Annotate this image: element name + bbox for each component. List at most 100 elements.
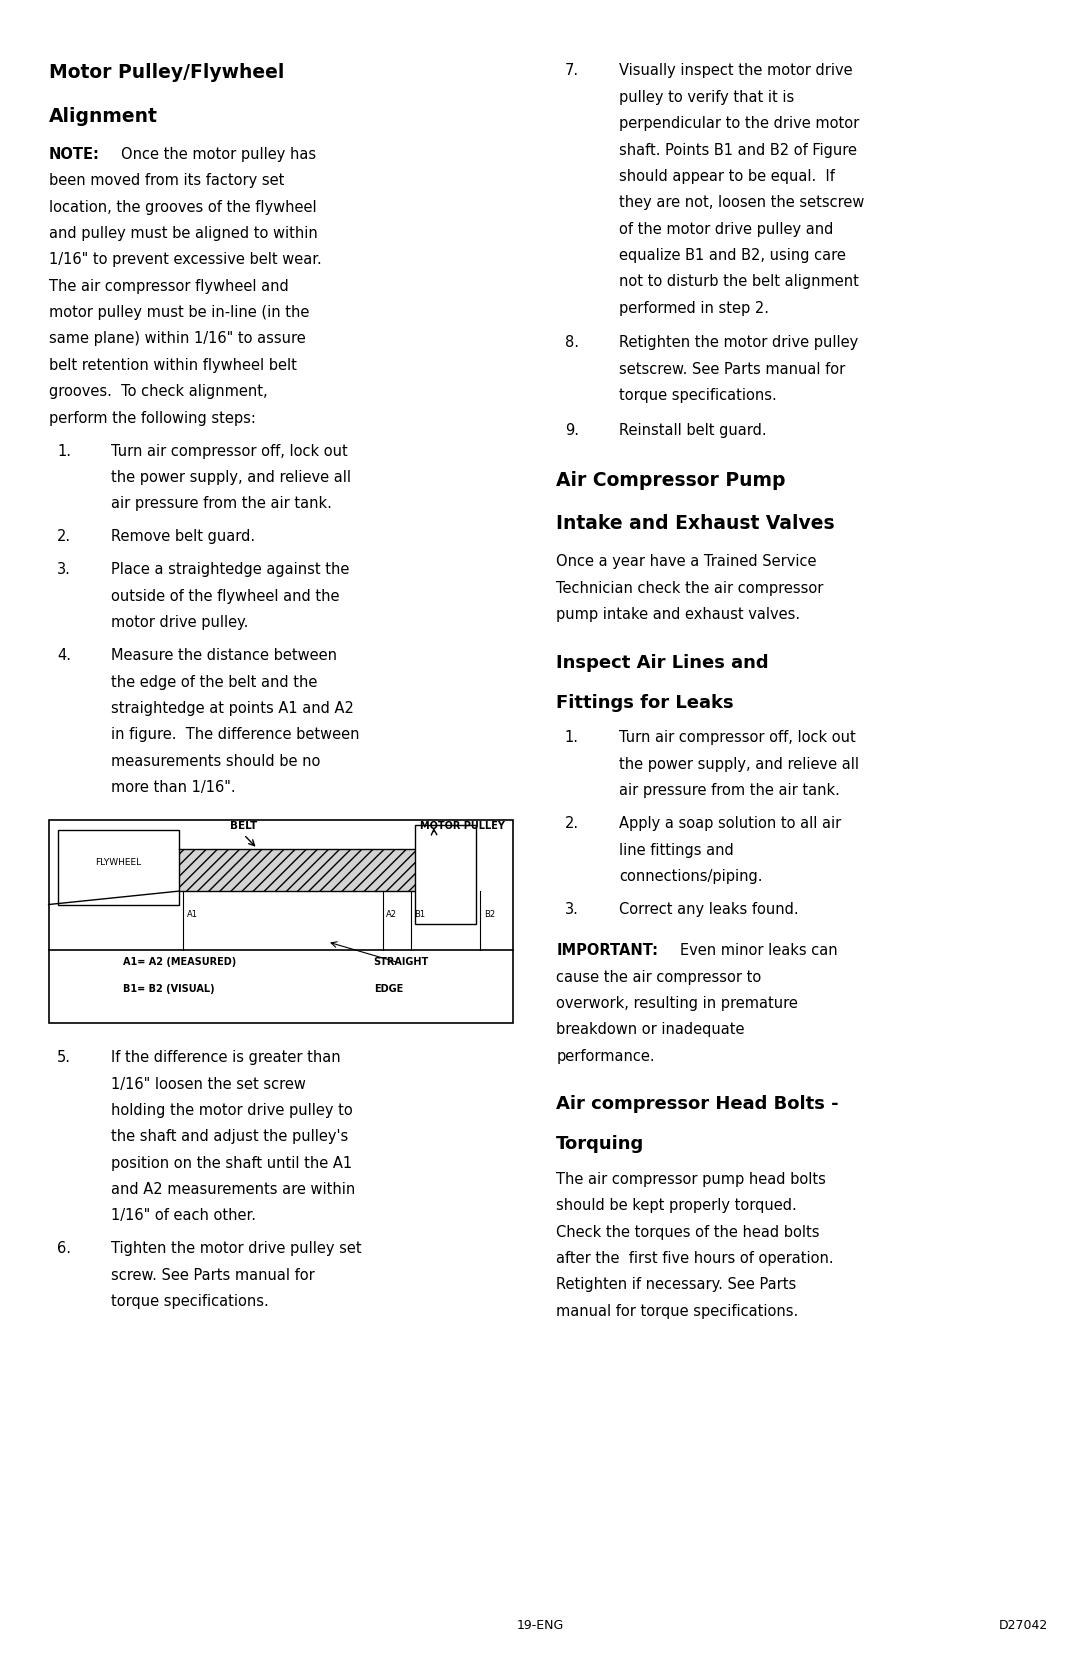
Text: setscrew. See Parts manual for: setscrew. See Parts manual for	[619, 362, 845, 377]
Text: The air compressor flywheel and: The air compressor flywheel and	[49, 279, 288, 294]
Text: of the motor drive pulley and: of the motor drive pulley and	[619, 222, 833, 237]
Text: FLYWHEEL: FLYWHEEL	[95, 858, 141, 866]
Bar	[58, 829, 178, 905]
Text: Torquing: Torquing	[556, 1135, 645, 1153]
Text: 3.: 3.	[565, 901, 579, 916]
Text: Apply a soap solution to all air: Apply a soap solution to all air	[619, 816, 841, 831]
Text: IMPORTANT:: IMPORTANT:	[556, 943, 658, 958]
Text: 4.: 4.	[57, 648, 71, 663]
Text: been moved from its factory set: been moved from its factory set	[49, 174, 284, 189]
Text: the power supply, and relieve all: the power supply, and relieve all	[619, 756, 859, 771]
Text: line fittings and: line fittings and	[619, 843, 733, 858]
Text: 2.: 2.	[57, 529, 71, 544]
Text: shaft. Points B1 and B2 of Figure: shaft. Points B1 and B2 of Figure	[619, 142, 856, 157]
Text: Correct any leaks found.: Correct any leaks found.	[619, 901, 798, 916]
Text: perpendicular to the drive motor: perpendicular to the drive motor	[619, 117, 859, 132]
Text: Turn air compressor off, lock out: Turn air compressor off, lock out	[111, 444, 348, 459]
Text: Alignment: Alignment	[49, 107, 158, 125]
Text: straightedge at points A1 and A2: straightedge at points A1 and A2	[111, 701, 354, 716]
Text: 5.: 5.	[57, 1050, 71, 1065]
Text: Turn air compressor off, lock out: Turn air compressor off, lock out	[619, 731, 855, 746]
Text: B1: B1	[414, 910, 426, 920]
Text: 1/16" loosen the set screw: 1/16" loosen the set screw	[111, 1077, 306, 1092]
Text: B2: B2	[484, 910, 495, 920]
Bar	[416, 824, 476, 925]
Text: torque specifications.: torque specifications.	[111, 1293, 269, 1308]
Text: MOTOR PULLEY: MOTOR PULLEY	[420, 821, 505, 831]
Text: Remove belt guard.: Remove belt guard.	[111, 529, 255, 544]
Text: NOTE:: NOTE:	[49, 147, 99, 162]
Text: cause the air compressor to: cause the air compressor to	[556, 970, 761, 985]
Text: Fittings for Leaks: Fittings for Leaks	[556, 694, 733, 711]
Text: belt retention within flywheel belt: belt retention within flywheel belt	[49, 357, 297, 372]
Text: Intake and Exhaust Valves: Intake and Exhaust Valves	[556, 514, 835, 534]
Text: Reinstall belt guard.: Reinstall belt guard.	[619, 422, 767, 437]
Text: breakdown or inadequate: breakdown or inadequate	[556, 1023, 745, 1038]
Text: Place a straightedge against the: Place a straightedge against the	[111, 562, 350, 577]
Text: not to disturb the belt alignment: not to disturb the belt alignment	[619, 274, 859, 289]
Text: 8.: 8.	[565, 335, 579, 350]
Text: holding the motor drive pulley to: holding the motor drive pulley to	[111, 1103, 353, 1118]
Bar	[178, 850, 430, 891]
Text: Visually inspect the motor drive: Visually inspect the motor drive	[619, 63, 852, 78]
Text: 3.: 3.	[57, 562, 71, 577]
Text: Retighten the motor drive pulley: Retighten the motor drive pulley	[619, 335, 859, 350]
Text: Once the motor pulley has: Once the motor pulley has	[121, 147, 316, 162]
Text: manual for torque specifications.: manual for torque specifications.	[556, 1303, 798, 1319]
Text: 19-ENG: 19-ENG	[516, 1619, 564, 1632]
Text: performed in step 2.: performed in step 2.	[619, 300, 769, 315]
Text: position on the shaft until the A1: position on the shaft until the A1	[111, 1155, 352, 1170]
Text: should appear to be equal.  If: should appear to be equal. If	[619, 169, 835, 184]
Text: in figure.  The difference between: in figure. The difference between	[111, 728, 360, 743]
Text: pump intake and exhaust valves.: pump intake and exhaust valves.	[556, 608, 800, 623]
Text: Retighten if necessary. See Parts: Retighten if necessary. See Parts	[556, 1277, 796, 1292]
Text: Check the torques of the head bolts: Check the torques of the head bolts	[556, 1225, 820, 1240]
Text: 9.: 9.	[565, 422, 579, 437]
Text: air pressure from the air tank.: air pressure from the air tank.	[619, 783, 840, 798]
Text: D27042: D27042	[998, 1619, 1048, 1632]
Text: A1= A2 (MEASURED): A1= A2 (MEASURED)	[123, 956, 237, 966]
Text: and A2 measurements are within: and A2 measurements are within	[111, 1182, 355, 1197]
Text: Tighten the motor drive pulley set: Tighten the motor drive pulley set	[111, 1242, 362, 1257]
Text: torque specifications.: torque specifications.	[619, 389, 777, 404]
Text: equalize B1 and B2, using care: equalize B1 and B2, using care	[619, 249, 846, 264]
Text: motor pulley must be in-line (in the: motor pulley must be in-line (in the	[49, 305, 309, 320]
Text: A1: A1	[187, 910, 198, 920]
Text: overwork, resulting in premature: overwork, resulting in premature	[556, 996, 798, 1011]
Text: air pressure from the air tank.: air pressure from the air tank.	[111, 496, 333, 511]
Text: 1/16" of each other.: 1/16" of each other.	[111, 1208, 256, 1223]
Text: 1.: 1.	[57, 444, 71, 459]
Text: STRAIGHT: STRAIGHT	[374, 956, 429, 966]
Text: Technician check the air compressor: Technician check the air compressor	[556, 581, 824, 596]
Text: 6.: 6.	[57, 1242, 71, 1257]
Text: after the  first five hours of operation.: after the first five hours of operation.	[556, 1252, 834, 1267]
Text: the shaft and adjust the pulley's: the shaft and adjust the pulley's	[111, 1130, 349, 1145]
Text: grooves.  To check alignment,: grooves. To check alignment,	[49, 384, 267, 399]
Text: 1.: 1.	[565, 731, 579, 746]
Text: A2: A2	[387, 910, 397, 920]
Text: measurements should be no: measurements should be no	[111, 754, 321, 769]
Text: the edge of the belt and the: the edge of the belt and the	[111, 674, 318, 689]
Text: connections/piping.: connections/piping.	[619, 870, 762, 885]
Text: Even minor leaks can: Even minor leaks can	[680, 943, 838, 958]
Text: and pulley must be aligned to within: and pulley must be aligned to within	[49, 225, 318, 240]
Text: Once a year have a Trained Service: Once a year have a Trained Service	[556, 554, 816, 569]
Text: screw. See Parts manual for: screw. See Parts manual for	[111, 1268, 315, 1283]
Text: performance.: performance.	[556, 1048, 654, 1063]
Text: Inspect Air Lines and: Inspect Air Lines and	[556, 654, 769, 671]
Text: BELT: BELT	[230, 821, 257, 831]
Text: Air compressor Head Bolts -: Air compressor Head Bolts -	[556, 1095, 839, 1113]
Text: Measure the distance between: Measure the distance between	[111, 648, 337, 663]
Text: should be kept properly torqued.: should be kept properly torqued.	[556, 1198, 797, 1213]
Text: outside of the flywheel and the: outside of the flywheel and the	[111, 589, 340, 604]
Text: 2.: 2.	[565, 816, 579, 831]
Text: motor drive pulley.: motor drive pulley.	[111, 616, 248, 631]
Text: location, the grooves of the flywheel: location, the grooves of the flywheel	[49, 200, 316, 215]
Text: more than 1/16".: more than 1/16".	[111, 779, 235, 794]
Text: 7.: 7.	[565, 63, 579, 78]
Text: The air compressor pump head bolts: The air compressor pump head bolts	[556, 1172, 826, 1187]
Text: the power supply, and relieve all: the power supply, and relieve all	[111, 471, 351, 486]
Text: B1= B2 (VISUAL): B1= B2 (VISUAL)	[123, 983, 215, 993]
Text: If the difference is greater than: If the difference is greater than	[111, 1050, 341, 1065]
Text: they are not, loosen the setscrew: they are not, loosen the setscrew	[619, 195, 864, 210]
